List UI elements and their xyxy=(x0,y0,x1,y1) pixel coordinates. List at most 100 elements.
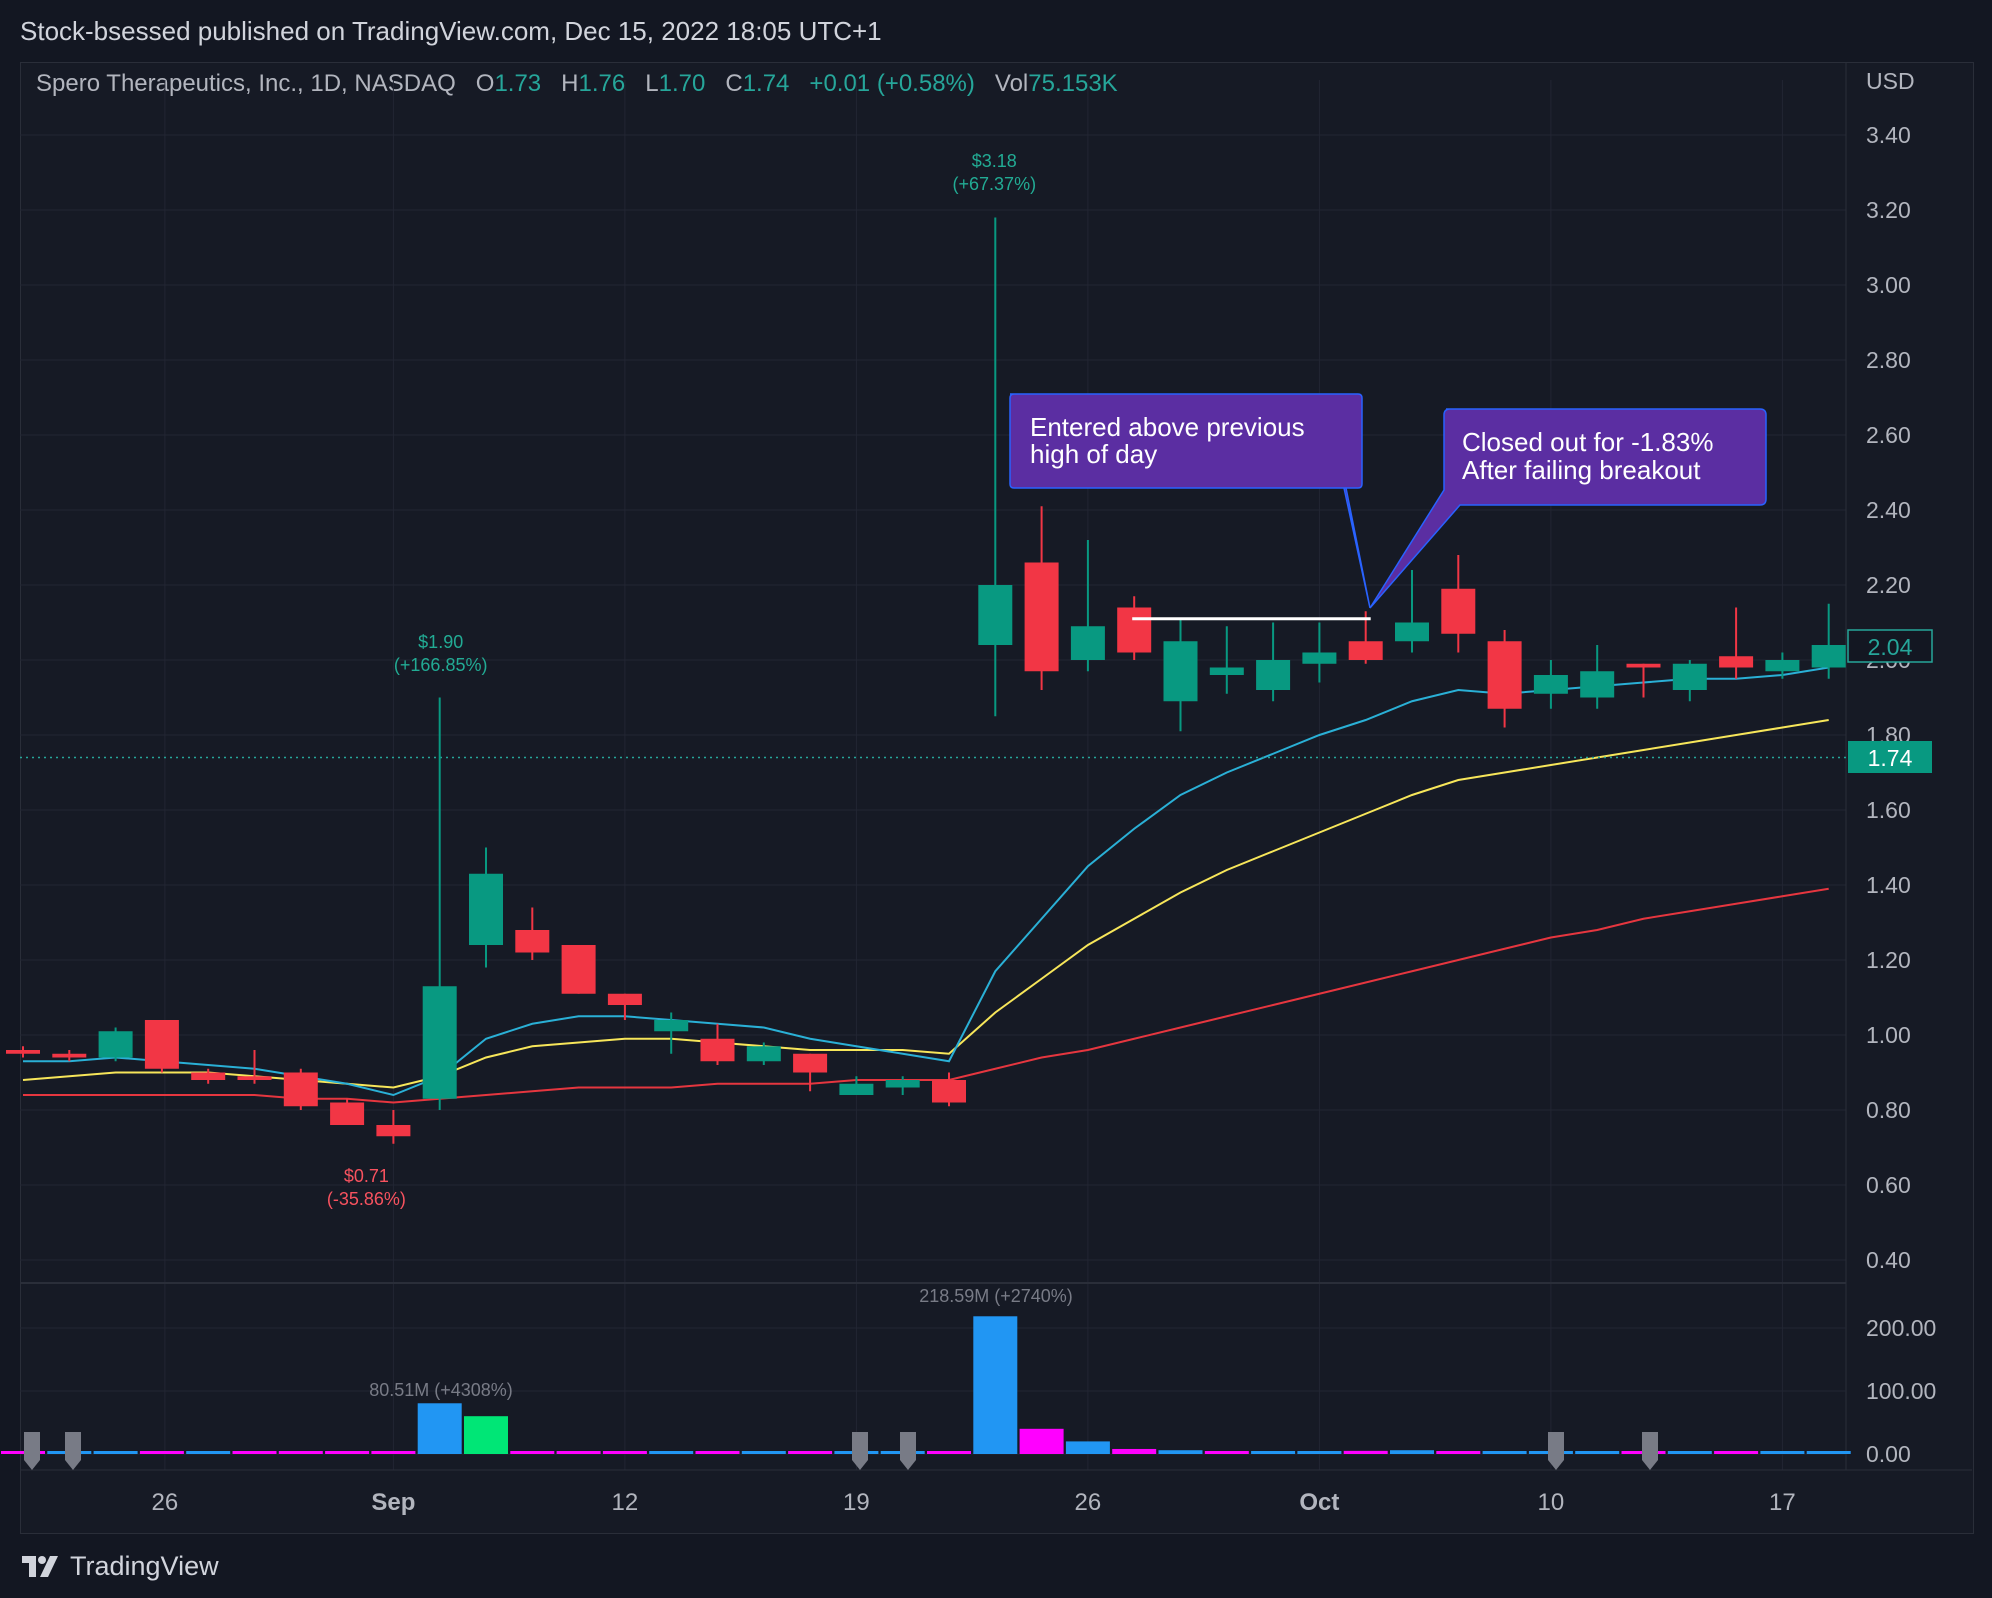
open-label: O xyxy=(475,70,495,97)
volume-bar xyxy=(1204,1451,1249,1454)
volume-bar xyxy=(1343,1450,1388,1454)
candle-body xyxy=(561,945,596,994)
candle-body xyxy=(839,1083,874,1095)
candle-body xyxy=(191,1072,226,1080)
volume-tick-label: 100.00 xyxy=(1866,1378,1936,1404)
candle-body xyxy=(1209,667,1244,675)
candle-body xyxy=(1487,641,1522,709)
event-marker-icon xyxy=(65,1432,81,1470)
candle-body xyxy=(885,1080,920,1088)
candle-body xyxy=(793,1053,828,1073)
volume-bar xyxy=(1575,1451,1620,1454)
volume-bar xyxy=(417,1403,462,1454)
low-label: L xyxy=(645,70,659,97)
ema-fast-line xyxy=(23,666,1829,1097)
volume-bar xyxy=(278,1451,323,1454)
price-tick-label: 1.00 xyxy=(1866,1022,1911,1048)
ema-value-label: 2.04 xyxy=(1868,634,1913,660)
volume-bar xyxy=(1,1451,45,1454)
volume-max-label: 218.59M (+2740%) xyxy=(919,1286,1073,1306)
volume-bar xyxy=(93,1451,138,1454)
candle-body xyxy=(98,1031,133,1058)
volume-bar xyxy=(371,1451,416,1454)
symbol-title[interactable]: Spero Therapeutics, Inc., 1D, NASDAQ xyxy=(36,70,456,97)
candle-body xyxy=(1302,652,1337,664)
volume-bar xyxy=(1158,1450,1203,1454)
candle-body xyxy=(237,1076,272,1080)
candle-body xyxy=(1719,656,1754,668)
candle-body xyxy=(1811,645,1846,668)
candle-body xyxy=(978,585,1013,645)
volume-bar xyxy=(186,1451,231,1454)
candle-body xyxy=(1765,660,1800,672)
x-axis-label: 19 xyxy=(843,1489,870,1516)
price-tick-label: 1.40 xyxy=(1866,872,1911,898)
entry-callout-line1: Entered above previous xyxy=(1030,412,1305,442)
candle-body xyxy=(330,1102,365,1125)
price-tick-label: 0.60 xyxy=(1866,1172,1911,1198)
ema-slow-line xyxy=(23,887,1829,1104)
price-tick-label: 1.20 xyxy=(1866,947,1911,973)
max-change-label: (+67.37%) xyxy=(953,174,1037,194)
price-tick-label: 3.00 xyxy=(1866,272,1911,298)
candle-body xyxy=(1533,675,1568,694)
price-tick-label: 2.20 xyxy=(1866,572,1911,598)
volume-bar xyxy=(1667,1451,1712,1454)
price-tick-label: 0.40 xyxy=(1866,1247,1911,1273)
x-axis-label: 10 xyxy=(1538,1489,1565,1516)
low-value: 1.70 xyxy=(658,70,706,97)
volume-bar xyxy=(1065,1441,1110,1454)
volume-bar xyxy=(741,1451,786,1454)
candle-body xyxy=(607,993,642,1005)
footer-brand[interactable]: TradingView xyxy=(70,1550,219,1581)
candle-body xyxy=(1117,607,1152,653)
x-axis-label: 17 xyxy=(1769,1489,1796,1516)
volume-bar xyxy=(1714,1451,1759,1454)
publisher-info: Stock-bsessed published on TradingView.c… xyxy=(20,16,882,46)
price-tick-label: 2.80 xyxy=(1866,347,1911,373)
currency-label: USD xyxy=(1866,68,1915,94)
event-marker-icon xyxy=(24,1432,40,1470)
ohlc-legend: Spero Therapeutics, Inc., 1D, NASDAQ O 1.… xyxy=(36,70,1118,98)
price-tick-label: 2.60 xyxy=(1866,422,1911,448)
close-label: C xyxy=(725,70,743,97)
close-value: 1.74 xyxy=(742,70,790,97)
candle-body xyxy=(52,1053,87,1058)
candle-body xyxy=(1395,622,1429,642)
min-change-label: (-35.86%) xyxy=(327,1189,406,1209)
chart-panel[interactable] xyxy=(20,62,1974,1534)
candle-body xyxy=(1348,641,1383,660)
high-label: H xyxy=(561,70,579,97)
volume-bar xyxy=(973,1316,1018,1454)
candle-body xyxy=(376,1125,411,1137)
ema-mid-line xyxy=(22,719,1829,1089)
volume-bar xyxy=(695,1451,740,1454)
candle-body xyxy=(700,1038,735,1062)
volume-bar xyxy=(1436,1451,1481,1454)
volume-bar xyxy=(1251,1451,1296,1454)
exit-callout-box xyxy=(1369,408,1767,609)
entry-callout-line2: high of day xyxy=(1030,439,1157,469)
volume-bar xyxy=(1390,1450,1434,1454)
candle-body xyxy=(1441,588,1476,634)
volume-bar xyxy=(1760,1451,1805,1454)
x-axis-label: 26 xyxy=(1075,1489,1102,1516)
price-tick-label: 3.20 xyxy=(1866,197,1911,223)
volume-bar xyxy=(927,1451,971,1454)
volume-bar xyxy=(788,1451,833,1454)
tradingview-logo-icon xyxy=(22,1556,58,1577)
event-marker-icon xyxy=(1642,1432,1658,1470)
change-value: +0.01 (+0.58%) xyxy=(809,70,975,97)
ema-value-badge xyxy=(1847,629,1933,663)
volume-bar xyxy=(649,1451,694,1454)
event-marker-icon xyxy=(900,1432,916,1470)
volume-bar xyxy=(1482,1451,1527,1454)
candle-body xyxy=(144,1020,179,1069)
price-tick-label: 2.40 xyxy=(1866,497,1911,523)
candle-body xyxy=(746,1046,781,1062)
top-bar: Stock-bsessed published on TradingView.c… xyxy=(0,0,1992,62)
vol-label: Vol xyxy=(994,70,1029,97)
local-high-label: $1.90 xyxy=(418,632,463,652)
volume-bar xyxy=(602,1451,647,1454)
